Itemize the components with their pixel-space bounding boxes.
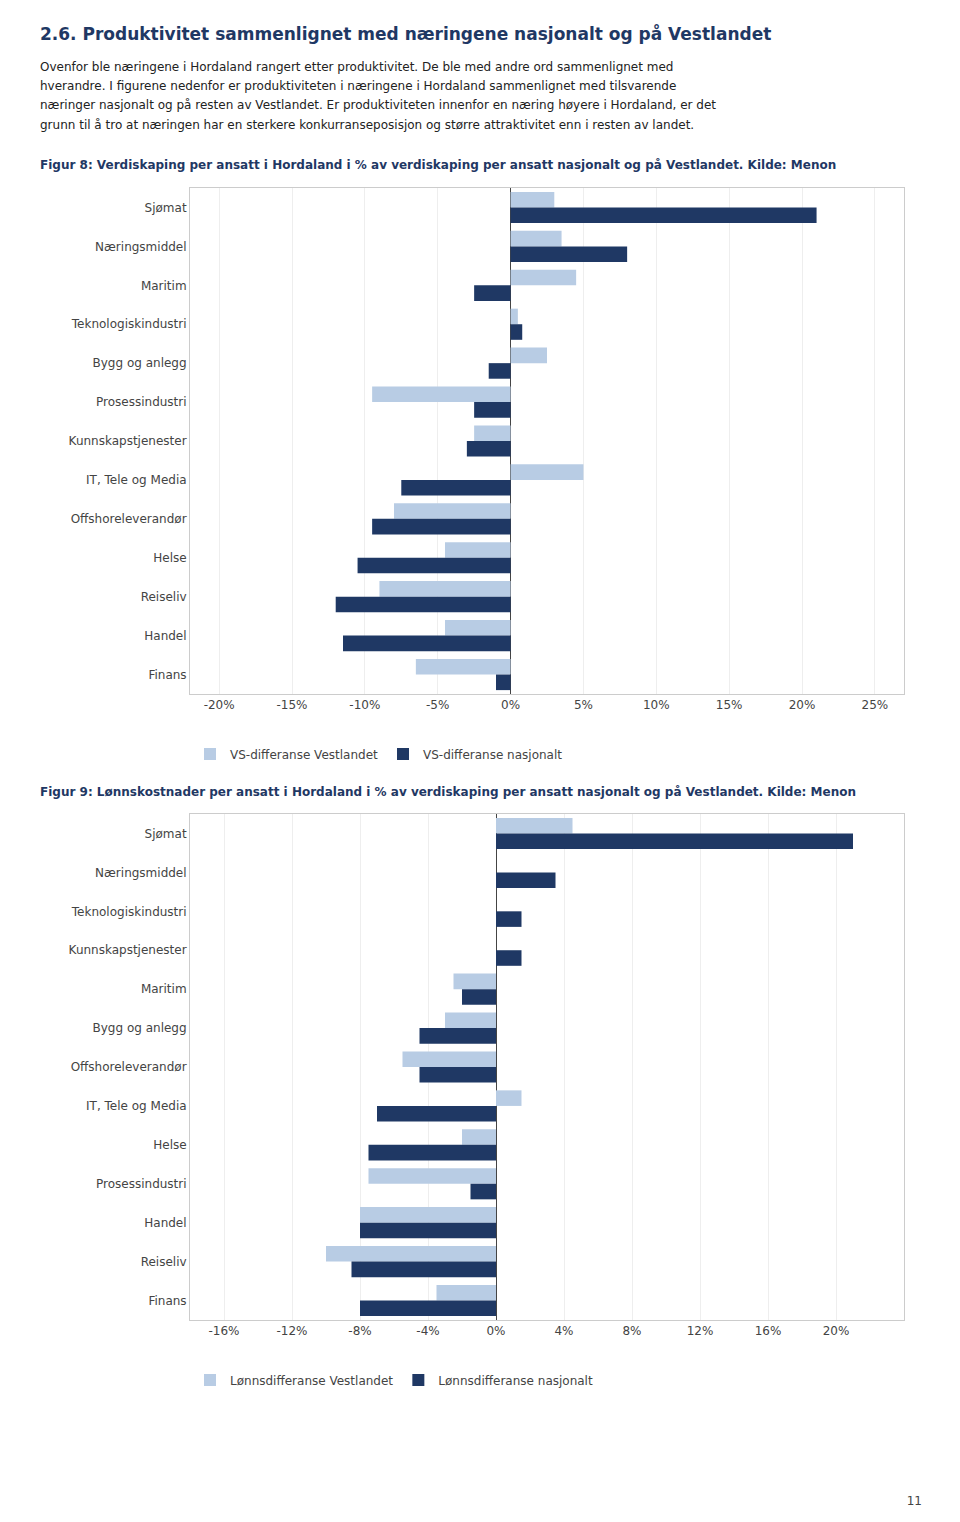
- svg-text:Prosessindustri: Prosessindustri: [96, 395, 187, 409]
- svg-text:Handel: Handel: [144, 1216, 186, 1230]
- svg-text:-4%: -4%: [416, 1325, 439, 1339]
- svg-text:Næringsmiddel: Næringsmiddel: [95, 866, 186, 880]
- svg-text:Finans: Finans: [148, 667, 186, 681]
- svg-text:12%: 12%: [687, 1325, 714, 1339]
- svg-text:4%: 4%: [554, 1325, 573, 1339]
- svg-text:-10%: -10%: [349, 698, 380, 712]
- html-text:Figur 9: Lønnskostnader per an: Figur 9: Lønnskostnader per ansatt i Hor…: [40, 784, 856, 799]
- svg-text:Sjømat: Sjømat: [145, 200, 187, 214]
- html-text:2.6. Produktivitet sammenligne: 2.6. Produktivitet sammenlignet med næri…: [40, 24, 772, 44]
- svg-text:Maritim: Maritim: [141, 278, 187, 292]
- svg-text:Sjømat: Sjømat: [145, 827, 187, 841]
- svg-text:VS-differanse nasjonalt: VS-differanse nasjonalt: [423, 747, 562, 761]
- svg-text:Handel: Handel: [144, 628, 186, 642]
- svg-text:Lønnsdifferanse nasjonalt: Lønnsdifferanse nasjonalt: [438, 1374, 593, 1388]
- svg-text:-12%: -12%: [276, 1325, 307, 1339]
- svg-text:0%: 0%: [501, 698, 520, 712]
- svg-text:-8%: -8%: [348, 1325, 371, 1339]
- svg-text:Finans: Finans: [148, 1294, 186, 1308]
- svg-text:Helse: Helse: [153, 1138, 186, 1152]
- svg-text:Lønnsdifferanse Vestlandet: Lønnsdifferanse Vestlandet: [230, 1374, 393, 1388]
- svg-text:16%: 16%: [755, 1325, 782, 1339]
- svg-text:-15%: -15%: [276, 698, 307, 712]
- html-text:Figur 8: Verdiskaping per ansa: Figur 8: Verdiskaping per ansatt i Horda…: [40, 157, 837, 172]
- svg-text:Reiseliv: Reiseliv: [141, 1255, 187, 1269]
- svg-text:IT, Tele og Media: IT, Tele og Media: [86, 1099, 187, 1113]
- svg-text:Teknologiskindustri: Teknologiskindustri: [71, 905, 187, 919]
- svg-text:25%: 25%: [862, 698, 889, 712]
- html-text:Ovenfor ble næringene i Hordal: Ovenfor ble næringene i Hordaland ranger…: [40, 60, 674, 74]
- svg-text:20%: 20%: [823, 1325, 850, 1339]
- svg-text:Bygg og anlegg: Bygg og anlegg: [93, 1022, 187, 1036]
- html-text:hverandre. I figurene nedenfor: hverandre. I figurene nedenfor er produk…: [40, 79, 677, 94]
- svg-text:Kunnskapstjenester: Kunnskapstjenester: [69, 944, 187, 958]
- svg-text:Offshoreleverandør: Offshoreleverandør: [71, 1061, 187, 1075]
- svg-text:Næringsmiddel: Næringsmiddel: [95, 239, 186, 253]
- svg-text:Offshoreleverandør: Offshoreleverandør: [71, 512, 187, 526]
- svg-text:20%: 20%: [789, 698, 816, 712]
- svg-text:Bygg og anlegg: Bygg og anlegg: [93, 356, 187, 370]
- svg-text:VS-differanse Vestlandet: VS-differanse Vestlandet: [230, 747, 378, 761]
- svg-text:Helse: Helse: [153, 551, 186, 565]
- svg-text:10%: 10%: [643, 698, 670, 712]
- svg-text:8%: 8%: [622, 1325, 641, 1339]
- svg-text:Kunnskapstjenester: Kunnskapstjenester: [69, 434, 187, 448]
- html-text:grunn til å tro at næringen ha: grunn til å tro at næringen har en sterk…: [40, 117, 695, 132]
- svg-text:Maritim: Maritim: [141, 983, 187, 997]
- svg-text:-20%: -20%: [204, 698, 235, 712]
- html-text:11: 11: [906, 1494, 922, 1508]
- svg-text:0%: 0%: [486, 1325, 505, 1339]
- svg-text:Reiseliv: Reiseliv: [141, 589, 187, 603]
- svg-text:-5%: -5%: [426, 698, 449, 712]
- html-text:næringer nasjonalt og på reste: næringer nasjonalt og på resten av Vestl…: [40, 98, 716, 113]
- svg-text:IT, Tele og Media: IT, Tele og Media: [86, 473, 187, 487]
- svg-text:-16%: -16%: [208, 1325, 239, 1339]
- svg-text:Teknologiskindustri: Teknologiskindustri: [71, 317, 187, 331]
- svg-text:5%: 5%: [574, 698, 593, 712]
- svg-text:Prosessindustri: Prosessindustri: [96, 1177, 187, 1191]
- svg-text:15%: 15%: [716, 698, 743, 712]
